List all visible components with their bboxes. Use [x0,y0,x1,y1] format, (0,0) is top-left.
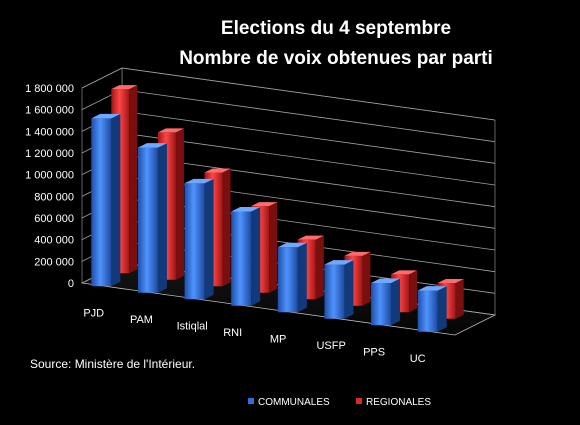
bar-communales-Istiqlal [184,183,205,300]
bar-communales-PPS-side [391,278,401,326]
bar-regionales-PJD-top [111,85,138,90]
bar-communales-USFP-top [324,260,354,265]
bar-communales-MP-top [277,242,307,248]
legend-swatch-regionales [356,398,362,404]
plot-area: 1 800 000 1 600 000 1 400 000 1 200 000 1 00… [25,67,497,365]
bar-communales-Istiqlal-top [184,178,214,184]
y-tick-label: 1 600 000 [25,105,74,117]
bar-communales-MP [277,247,298,313]
bar-regionales-MP-side [315,235,324,300]
bar-communales-PJD-side [111,113,121,287]
source-note: Source: Ministère de l'Intérieur. [30,357,195,371]
bar-regionales-PAM-top [157,128,184,133]
bar-regionales-Istiqlal-top [204,168,231,173]
y-tick-label: 400 000 [34,235,74,247]
bar-communales-RNI [231,211,252,306]
y-tick-label: 1 000 000 [25,170,74,182]
x-tick-label-PJD: PJD [83,307,104,319]
y-tick-label: 600 000 [34,213,74,225]
y-tick-label: 1 400 000 [25,126,74,138]
y-tick-label: 0 [68,278,74,290]
bar-regionales-MP-top [297,235,324,240]
bar-communales-PJD-top [91,113,121,119]
bar-regionales-PAM-side [175,128,184,280]
bar-communales-RNI-top [231,207,261,212]
bar-communales-UC-side [437,286,447,332]
bar-regionales-USFP-side [362,251,371,306]
bar-regionales-Istiqlal-side [222,168,231,287]
bar-regionales-USFP-top [344,251,371,256]
bar-communales-UC-top [417,286,447,291]
bar-communales-UC [417,290,438,332]
bar-communales-PAM-top [137,143,167,148]
bar-communales-PPS [371,283,392,326]
x-tick-label-PAM: PAM [130,314,153,326]
bar-communales-PPS-top [371,278,401,283]
bar-communales-USFP-side [344,260,354,319]
legend-label-communales: COMMUNALES [258,397,330,408]
bar-communales-PJD [91,118,112,287]
x-tick-label-RNI: RNI [223,327,242,339]
y-tick-label: 1 200 000 [25,148,74,160]
y-tick-label: 1 800 000 [25,83,74,95]
bar-regionales-UC-side [455,279,464,319]
bar-communales-RNI-side [251,207,261,306]
y-tick-label: 200 000 [34,256,74,268]
legend-swatch-communales [248,398,254,404]
chart-title-line-2: Nombre de voix obtenues par parti [179,48,493,69]
bar-communales-PAM-side [157,143,167,293]
legend: COMMUNALES REGIONALES [248,397,431,408]
bar-communales-Istiqlal-side [204,178,214,300]
legend-label-regionales: REGIONALES [366,397,431,408]
bar-communales-MP-side [297,242,307,313]
x-tick-label-MP: MP [270,333,287,345]
x-tick-label-PPS: PPS [363,346,385,358]
gridline [81,67,496,121]
x-tick-label-UC: UC [410,353,426,365]
y-tick-label: 800 000 [34,191,74,203]
bar-regionales-PPS-top [391,270,418,275]
chart-title-line-1: Elections du 4 septembre [221,18,451,39]
x-tick-label-Istiqlal: Istiqlal [177,320,208,332]
bar-communales-USFP [324,264,345,319]
bar-regionales-PPS-side [409,270,418,313]
bar-regionales-RNI-side [269,202,278,293]
x-tick-label-USFP: USFP [316,340,345,352]
bar-regionales-UC-top [437,279,464,283]
bar-communales-PAM [137,147,158,293]
bar-regionales-RNI-top [251,202,278,207]
bar-regionales-PJD-side [129,85,138,274]
